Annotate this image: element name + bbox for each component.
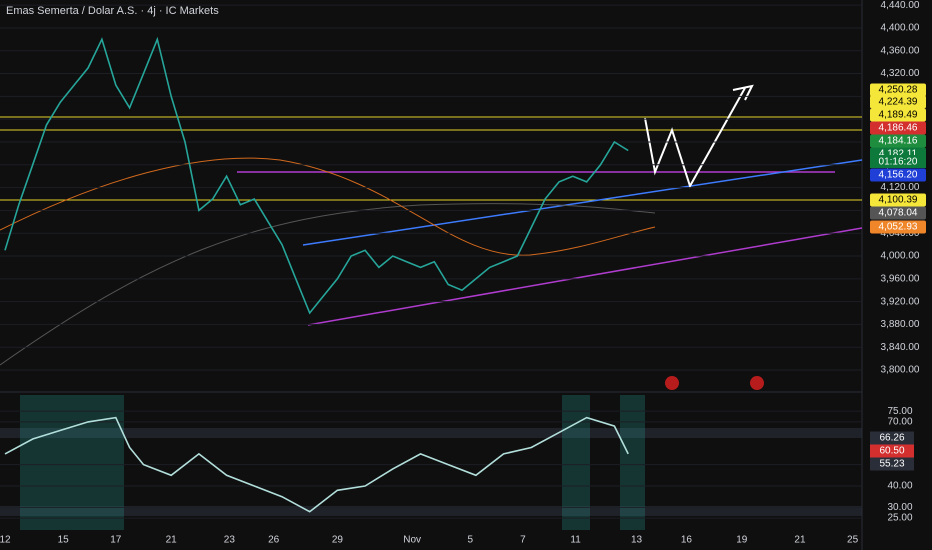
x-tick-label: 12 xyxy=(0,535,11,546)
y-tick-label: 40.00 xyxy=(887,481,912,492)
price-tag-label: 4,100.39 xyxy=(879,195,918,206)
value-tag-label: 60.50 xyxy=(879,446,904,457)
price-tag xyxy=(870,193,926,207)
countdown: 01:16:20 xyxy=(879,157,918,168)
price-tag-label: 4,184.16 xyxy=(879,136,918,147)
y-tick-label: 4,000.00 xyxy=(881,251,920,262)
x-tick-label: 21 xyxy=(166,535,178,546)
y-tick-label: 3,840.00 xyxy=(881,342,920,353)
price-tag xyxy=(870,168,926,182)
moving-average xyxy=(0,203,656,366)
zone xyxy=(620,395,645,530)
event-icon[interactable] xyxy=(665,376,679,390)
price-tag xyxy=(870,108,926,122)
x-tick-label: 13 xyxy=(631,535,643,546)
x-tick-label: 17 xyxy=(110,535,122,546)
y-tick-label: 25.00 xyxy=(887,513,912,524)
value-tag xyxy=(870,444,914,458)
event-icon[interactable] xyxy=(750,376,764,390)
y-tick-label: 4,360.00 xyxy=(881,45,920,56)
price-tag xyxy=(870,220,926,234)
x-tick-label: 26 xyxy=(268,535,280,546)
x-tick-label: 21 xyxy=(794,535,806,546)
y-tick-label: 4,440.00 xyxy=(881,0,920,11)
x-tick-label: 25 xyxy=(847,535,859,546)
price-tag-label: 4,156.20 xyxy=(879,170,918,181)
y-tick-label: 4,400.00 xyxy=(881,23,920,34)
y-tick-label: 3,960.00 xyxy=(881,273,920,284)
x-tick-label: 16 xyxy=(681,535,693,546)
countdown-bg xyxy=(870,155,926,168)
value-tag xyxy=(870,457,914,471)
chart-title: Emas Semerta / Dolar A.S. · 4j · IC Mark… xyxy=(6,5,219,17)
price-tag xyxy=(870,206,926,220)
y-tick-label: 4,120.00 xyxy=(881,182,920,193)
price-tag-label: 4,224.39 xyxy=(879,97,918,108)
trend-line xyxy=(302,159,863,246)
y-tick-label: 75.00 xyxy=(887,406,912,417)
price-line xyxy=(4,416,629,513)
x-tick-label: 19 xyxy=(736,535,748,546)
x-tick-label: 29 xyxy=(332,535,344,546)
price-tag xyxy=(870,95,926,109)
y-tick-label: 3,800.00 xyxy=(881,365,920,376)
value-tag-label: 55.23 xyxy=(879,459,904,470)
projection-arrow xyxy=(644,84,754,189)
moving-average xyxy=(0,157,656,256)
y-tick-label: 3,880.00 xyxy=(881,319,920,330)
price-tag-label: 4,182.11 xyxy=(879,149,918,160)
price-tag-label: 4,052.93 xyxy=(879,222,918,233)
y-tick-label: 4,320.00 xyxy=(881,68,920,79)
price-line xyxy=(4,36,629,315)
band xyxy=(0,428,862,438)
price-tag xyxy=(870,134,926,148)
x-tick-label: 11 xyxy=(570,535,581,546)
band xyxy=(0,506,862,516)
y-tick-label: 3,920.00 xyxy=(881,296,920,307)
price-tag xyxy=(870,83,926,97)
value-tag-label: 66.26 xyxy=(879,433,904,444)
price-tag-label: 4,186.46 xyxy=(879,123,918,134)
price-tag xyxy=(870,121,926,135)
price-tag-label: 4,189.49 xyxy=(879,110,918,121)
trend-line xyxy=(307,227,863,326)
zone xyxy=(20,395,124,530)
x-tick-label: Nov xyxy=(403,535,421,546)
x-tick-label: 23 xyxy=(224,535,236,546)
price-tag-label: 4,250.28 xyxy=(879,85,918,96)
zone xyxy=(562,395,590,530)
y-tick-label: 70.00 xyxy=(887,417,912,428)
x-tick-label: 7 xyxy=(520,535,526,546)
y-tick-label: 30.00 xyxy=(887,502,912,513)
price-tag-label: 4,078.04 xyxy=(879,208,918,219)
value-tag xyxy=(870,431,914,445)
x-tick-label: 15 xyxy=(58,535,70,546)
x-tick-label: 5 xyxy=(468,535,474,546)
